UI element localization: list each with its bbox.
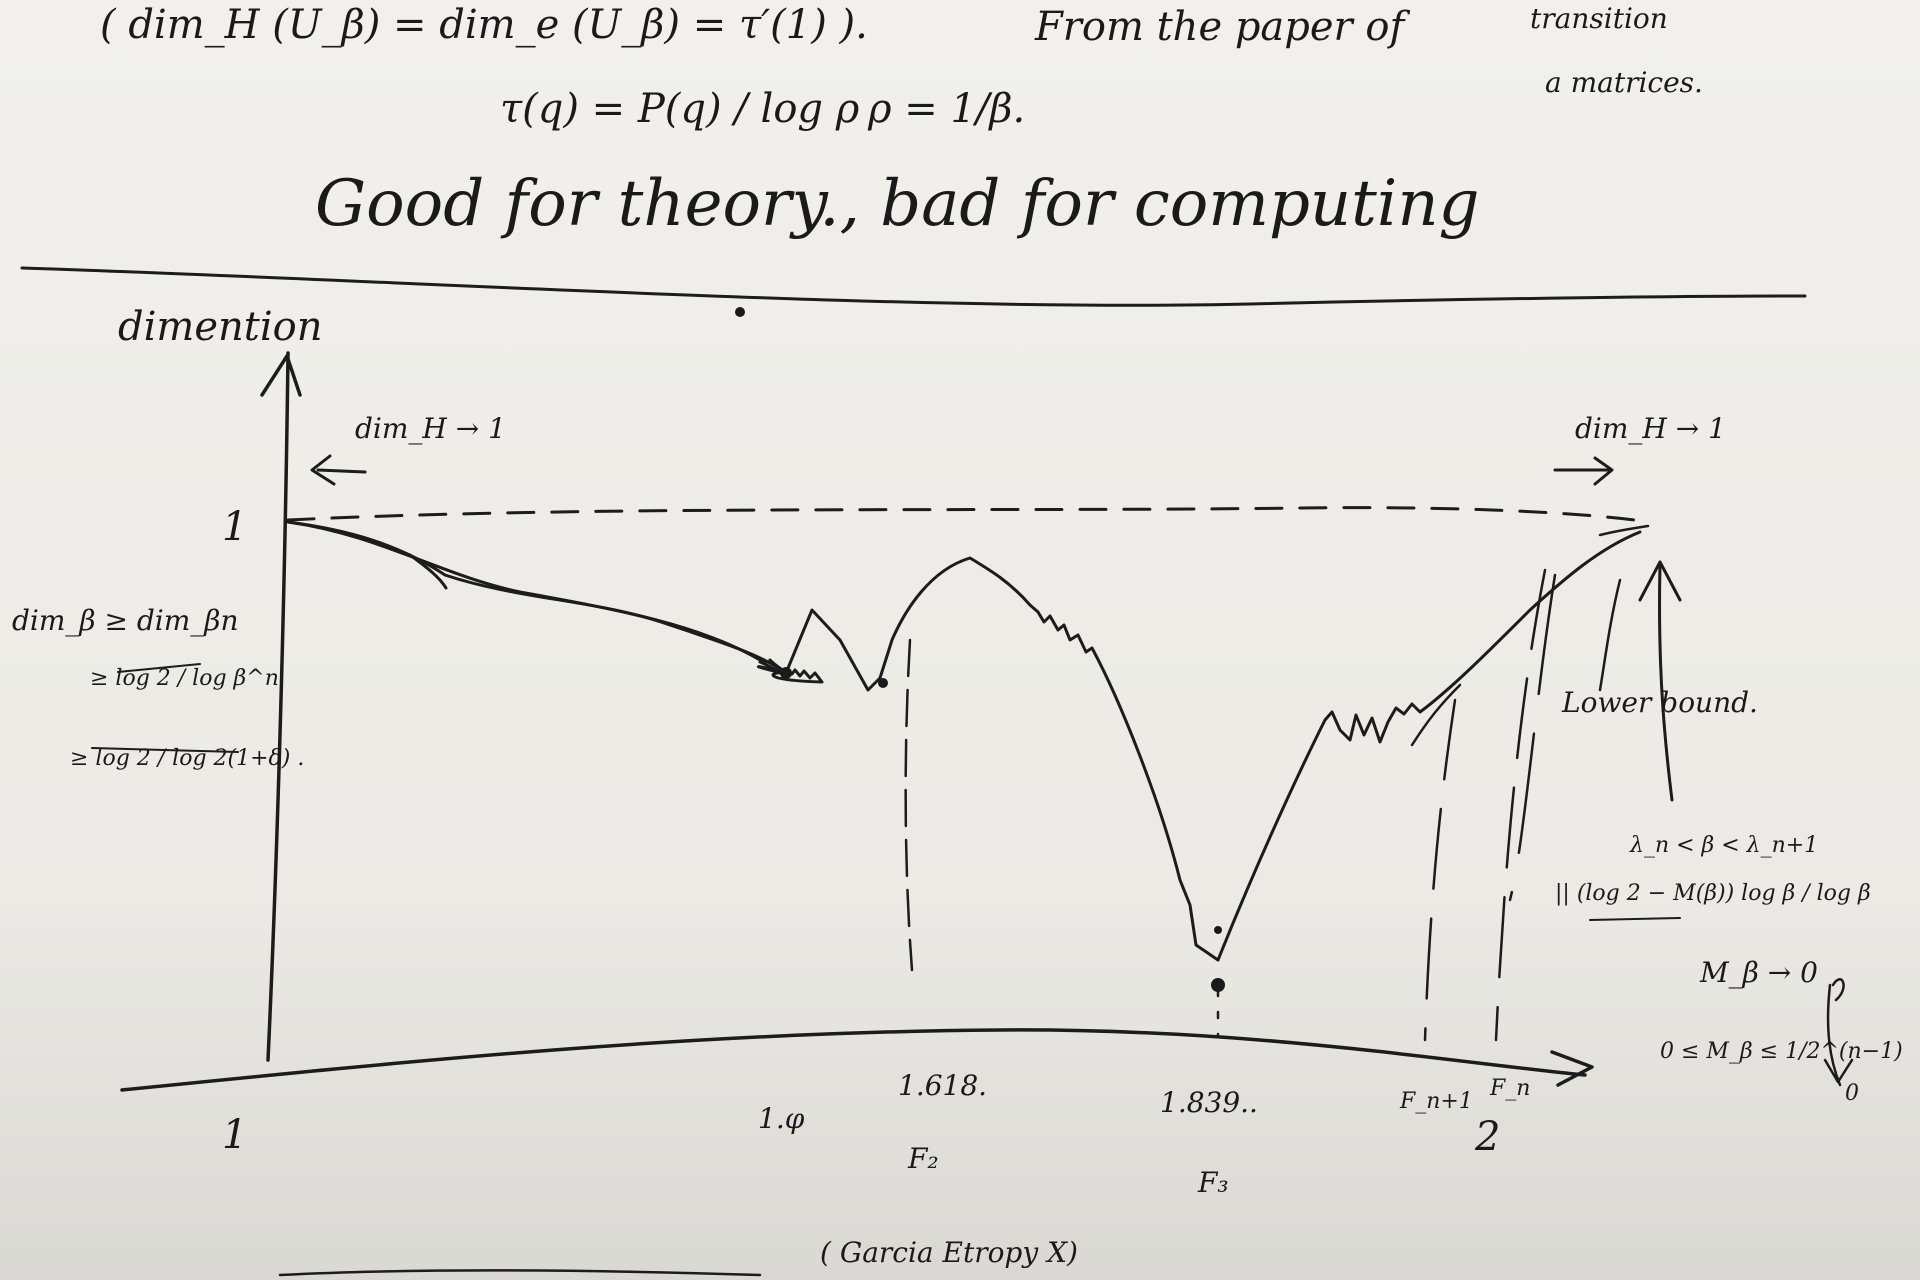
x-tick-f2-label: F₂ [907, 1142, 939, 1175]
decay-loop [1831, 978, 1845, 1002]
left-inequality-line1: dim_β ≥ dim_βn [12, 604, 239, 637]
x-tick-f3-label: F₃ [1197, 1166, 1229, 1199]
right-note-3: M_β → 0 [1699, 956, 1818, 989]
left-limit-note: dim_H → 1 [355, 412, 506, 445]
x-tick-one: 1 [222, 1112, 247, 1158]
footer-cut-scribble [278, 1269, 762, 1277]
tau-formula: τ(q) = P(q) / log ρ [500, 86, 860, 132]
left-limit-arrow [310, 454, 367, 486]
rho-formula: ρ = 1/β. [867, 86, 1025, 132]
point-golden-dip [780, 667, 792, 679]
guide-fn-extra [1508, 573, 1557, 902]
footer-note: ( Garcia Etropy X) [820, 1236, 1078, 1269]
header-transition-note: transition [1530, 2, 1668, 35]
decay-arrow [1823, 983, 1854, 1087]
x-tick-fn: F_n [1489, 1076, 1530, 1101]
x-tick-two: 2 [1474, 1114, 1500, 1160]
x-axis-arrowhead [1550, 1050, 1594, 1087]
lower-bound-label: Lower bound. [1561, 686, 1758, 719]
header-paper-note: From the paper of [1034, 4, 1410, 50]
y-axis-label: dimention [118, 304, 322, 350]
point-second-dip [878, 678, 888, 688]
x-axis [120, 1028, 1587, 1092]
guide-fn [1494, 568, 1547, 1042]
header-matrices-note: a matrices. [1545, 66, 1703, 99]
curve-segment-a [286, 520, 824, 684]
right-fraction-bar [1589, 917, 1681, 921]
left-inequality-line2: ≥ log 2 / log β^n [90, 666, 279, 691]
dimension-one-dashed-line [286, 506, 1652, 524]
point-tribonacci-dip [1211, 978, 1225, 992]
curve-right-ascent [1216, 530, 1642, 962]
verdict-line: Good for theory., bad for computing [315, 167, 1480, 241]
x-tick-tribonacci: 1.839.. [1160, 1086, 1258, 1119]
curve-middle-section [784, 556, 1220, 962]
guide-f2 [904, 638, 914, 972]
guide-fn-plus-one [1423, 698, 1457, 1042]
header-formula: ( dim_H (U_β) = dim_e (U_β) = τ′(1) ). [100, 2, 868, 48]
point-tribonacci-dot [1214, 926, 1222, 934]
left-fraction-bar-1 [117, 663, 201, 673]
curve-right-endstroke [1598, 524, 1650, 537]
lower-bound-arrow [1638, 560, 1682, 802]
x-tick-fn-plus-one: F_n+1 [1399, 1089, 1473, 1114]
x-tick-phi: 1.φ [758, 1102, 805, 1135]
left-fraction-bar-2 [91, 747, 239, 753]
y-tick-one: 1 [222, 504, 247, 550]
curve-right-overstroke [1410, 683, 1462, 747]
ink-dot [735, 307, 745, 317]
y-axis [266, 351, 290, 1062]
right-limit-arrow [1553, 456, 1614, 486]
right-note-4: 0 ≤ M_β ≤ 1/2^(n−1) [1660, 1039, 1903, 1064]
right-note-1: λ_n < β < λ_n+1 [1629, 833, 1818, 858]
right-note-2: || (log 2 − M(β)) log β / log β [1555, 881, 1871, 906]
right-limit-note: dim_H → 1 [1575, 412, 1726, 445]
guide-fn-tick [1598, 578, 1622, 692]
separator-line [20, 266, 1807, 307]
x-tick-golden: 1.618. [898, 1069, 987, 1102]
y-axis-arrowhead [260, 354, 302, 397]
right-note-5: 0 [1845, 1081, 1859, 1106]
